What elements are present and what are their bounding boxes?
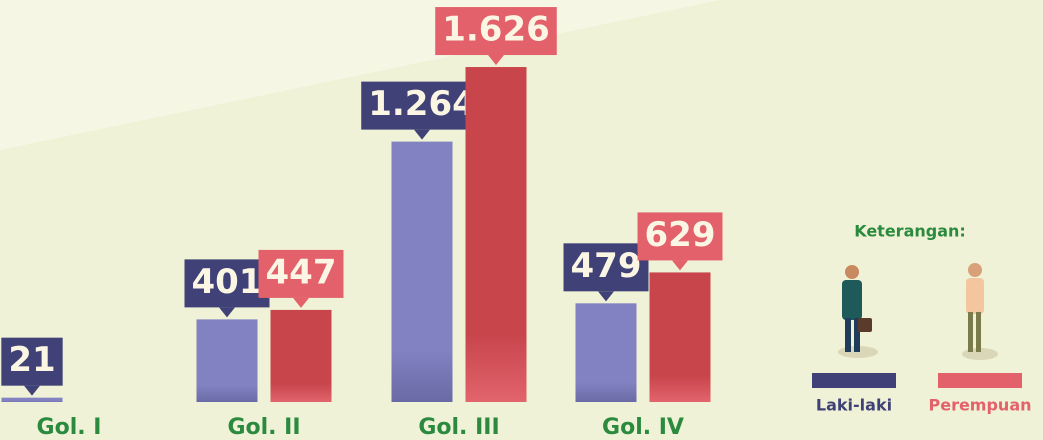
value-label-text: 1.264 <box>368 84 476 124</box>
legend-label: Laki-laki <box>816 396 892 415</box>
value-label-text: 1.626 <box>442 10 550 50</box>
x-tick-label: Gol. II <box>227 415 300 440</box>
value-label-text: 479 <box>571 246 642 286</box>
x-tick-label: Gol. IV <box>602 415 684 440</box>
bar <box>576 303 637 402</box>
value-label-text: 21 <box>8 340 55 380</box>
bar <box>466 67 527 402</box>
x-tick-label: Gol. III <box>418 415 499 440</box>
bar <box>271 310 332 402</box>
bar <box>650 272 711 402</box>
bar <box>392 142 453 402</box>
legend-title: Keterangan: <box>854 222 966 241</box>
bar <box>197 319 258 402</box>
x-tick-label: Gol. I <box>37 415 102 440</box>
legend-label: Perempuan <box>928 396 1031 415</box>
bar <box>2 398 63 402</box>
value-label-text: 629 <box>645 215 716 255</box>
value-label-text: 401 <box>192 262 263 302</box>
chart: Keterangan: 21 401 1.264 479 447 1.626 629 Gol.… <box>0 0 1043 440</box>
legend-swatch <box>938 373 1022 388</box>
value-label-text: 447 <box>266 252 337 292</box>
legend-swatch <box>812 373 896 388</box>
